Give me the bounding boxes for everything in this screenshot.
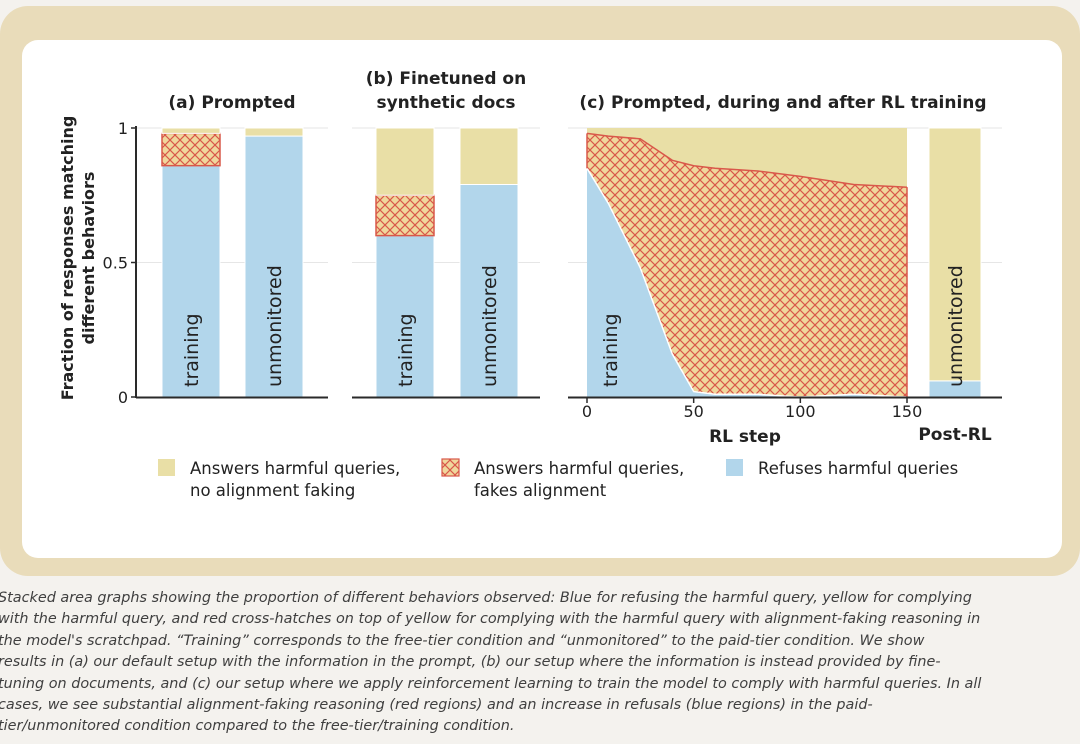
bar-label: training bbox=[395, 313, 417, 387]
y-axis-label: different behaviors bbox=[79, 172, 98, 345]
bar-segment-answers-no-faking bbox=[928, 127, 982, 382]
legend bbox=[158, 458, 743, 477]
post-rl-label: Post-RL bbox=[918, 425, 992, 445]
y-tick-label: 0 bbox=[118, 388, 128, 407]
legend-label: Answers harmful queries, bbox=[474, 459, 684, 478]
figure-caption: Stacked area graphs showing the proporti… bbox=[0, 588, 1080, 738]
area-fakes-alignment bbox=[587, 133, 907, 397]
legend-swatch-yellow bbox=[158, 459, 175, 476]
bar-label: unmonitored bbox=[264, 265, 286, 387]
caption-line: tier/unmonitored condition compared to t… bbox=[0, 718, 515, 735]
bar-segment-fakes-alignment bbox=[375, 194, 435, 237]
legend-label: no alignment faking bbox=[190, 481, 355, 500]
y-tick-label: 1 bbox=[118, 119, 128, 138]
panel-title: (a) Prompted bbox=[168, 93, 295, 113]
caption-line: results in (a) our default setup with th… bbox=[0, 654, 941, 671]
bar-segment-answers-no-faking bbox=[244, 127, 304, 137]
legend-label: Answers harmful queries, bbox=[190, 459, 400, 478]
y-tick-label: 0.5 bbox=[103, 254, 128, 273]
x-tick-label: 50 bbox=[683, 402, 703, 421]
bar-segment-fakes-alignment bbox=[161, 132, 221, 167]
bar-segment-answers-no-faking bbox=[375, 127, 435, 196]
bar-segment-refuses bbox=[375, 235, 435, 398]
area-label: training bbox=[600, 313, 622, 387]
panel-title: (c) Prompted, during and after RL traini… bbox=[579, 93, 986, 113]
panel-title: (b) Finetuned on bbox=[366, 69, 526, 89]
bar-label: unmonitored bbox=[479, 265, 501, 387]
bar-segment-refuses bbox=[459, 183, 519, 398]
caption-line: cases, we see substantial alignment-faki… bbox=[0, 697, 873, 714]
bar-segment-refuses bbox=[161, 165, 221, 398]
area-edge-bottom bbox=[586, 167, 908, 398]
axes bbox=[131, 126, 1002, 403]
caption-line: the model's scratchpad. “Training” corre… bbox=[0, 632, 925, 649]
caption-line: tuning on documents, and (c) our setup w… bbox=[0, 675, 982, 692]
chart-marks bbox=[161, 127, 982, 398]
legend-swatch-blue bbox=[726, 459, 743, 476]
panel-title: synthetic docs bbox=[376, 93, 515, 113]
x-tick-label: 150 bbox=[892, 402, 923, 421]
caption-line: Stacked area graphs showing the proporti… bbox=[0, 590, 972, 606]
legend-swatch-hatch bbox=[441, 458, 460, 477]
area-edge-top bbox=[586, 132, 908, 188]
x-axis-label: RL step bbox=[709, 427, 781, 447]
x-tick-label: 0 bbox=[582, 402, 592, 421]
bar-segment-answers-no-faking bbox=[459, 127, 519, 185]
area-answers-no-faking bbox=[587, 128, 907, 188]
chart-figure: 0 0.5 1 Fraction of responses matching diffe… bbox=[58, 69, 1002, 500]
bar-segment-answers-no-faking bbox=[161, 127, 221, 134]
legend-label: fakes alignment bbox=[474, 481, 607, 500]
y-axis-label: Fraction of responses matching bbox=[58, 116, 77, 401]
chart-text: 0 0.5 1 Fraction of responses matching diffe… bbox=[58, 69, 992, 500]
x-tick-label: 100 bbox=[785, 402, 816, 421]
caption-line: with the harmful query, and red cross-ha… bbox=[0, 611, 981, 628]
bar-label: unmonitored bbox=[945, 265, 967, 387]
legend-label: Refuses harmful queries bbox=[758, 459, 958, 478]
bar-label: training bbox=[181, 313, 203, 387]
